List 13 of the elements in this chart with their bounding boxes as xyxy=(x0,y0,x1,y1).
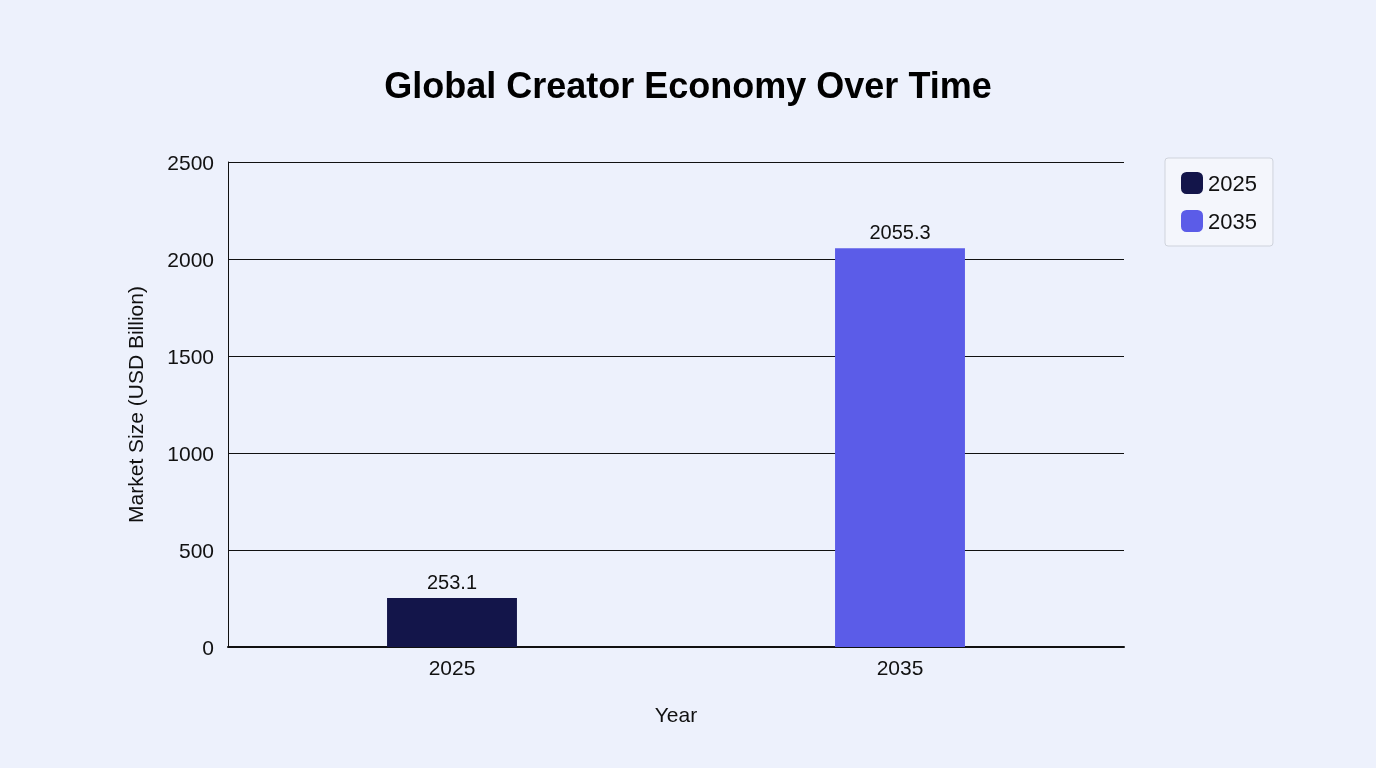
legend-label: 2035 xyxy=(1208,208,1257,234)
y-axis-title: Market Size (USD Billion) xyxy=(124,286,147,523)
chart-title: Global Creator Economy Over Time xyxy=(384,64,992,106)
y-tick-label: 500 xyxy=(178,538,214,562)
y-tick-label: 2000 xyxy=(167,247,214,271)
data-label: 253.1 xyxy=(426,570,478,593)
data-label: 2055.3 xyxy=(869,221,931,244)
y-tick-label: 0 xyxy=(202,635,214,659)
y-tick-label: 1500 xyxy=(167,344,214,368)
x-axis-title: Year xyxy=(654,703,698,726)
y-tick-label: 1000 xyxy=(167,441,214,465)
y-tick-label: 2500 xyxy=(167,150,214,174)
legend-label: 2025 xyxy=(1208,170,1257,196)
